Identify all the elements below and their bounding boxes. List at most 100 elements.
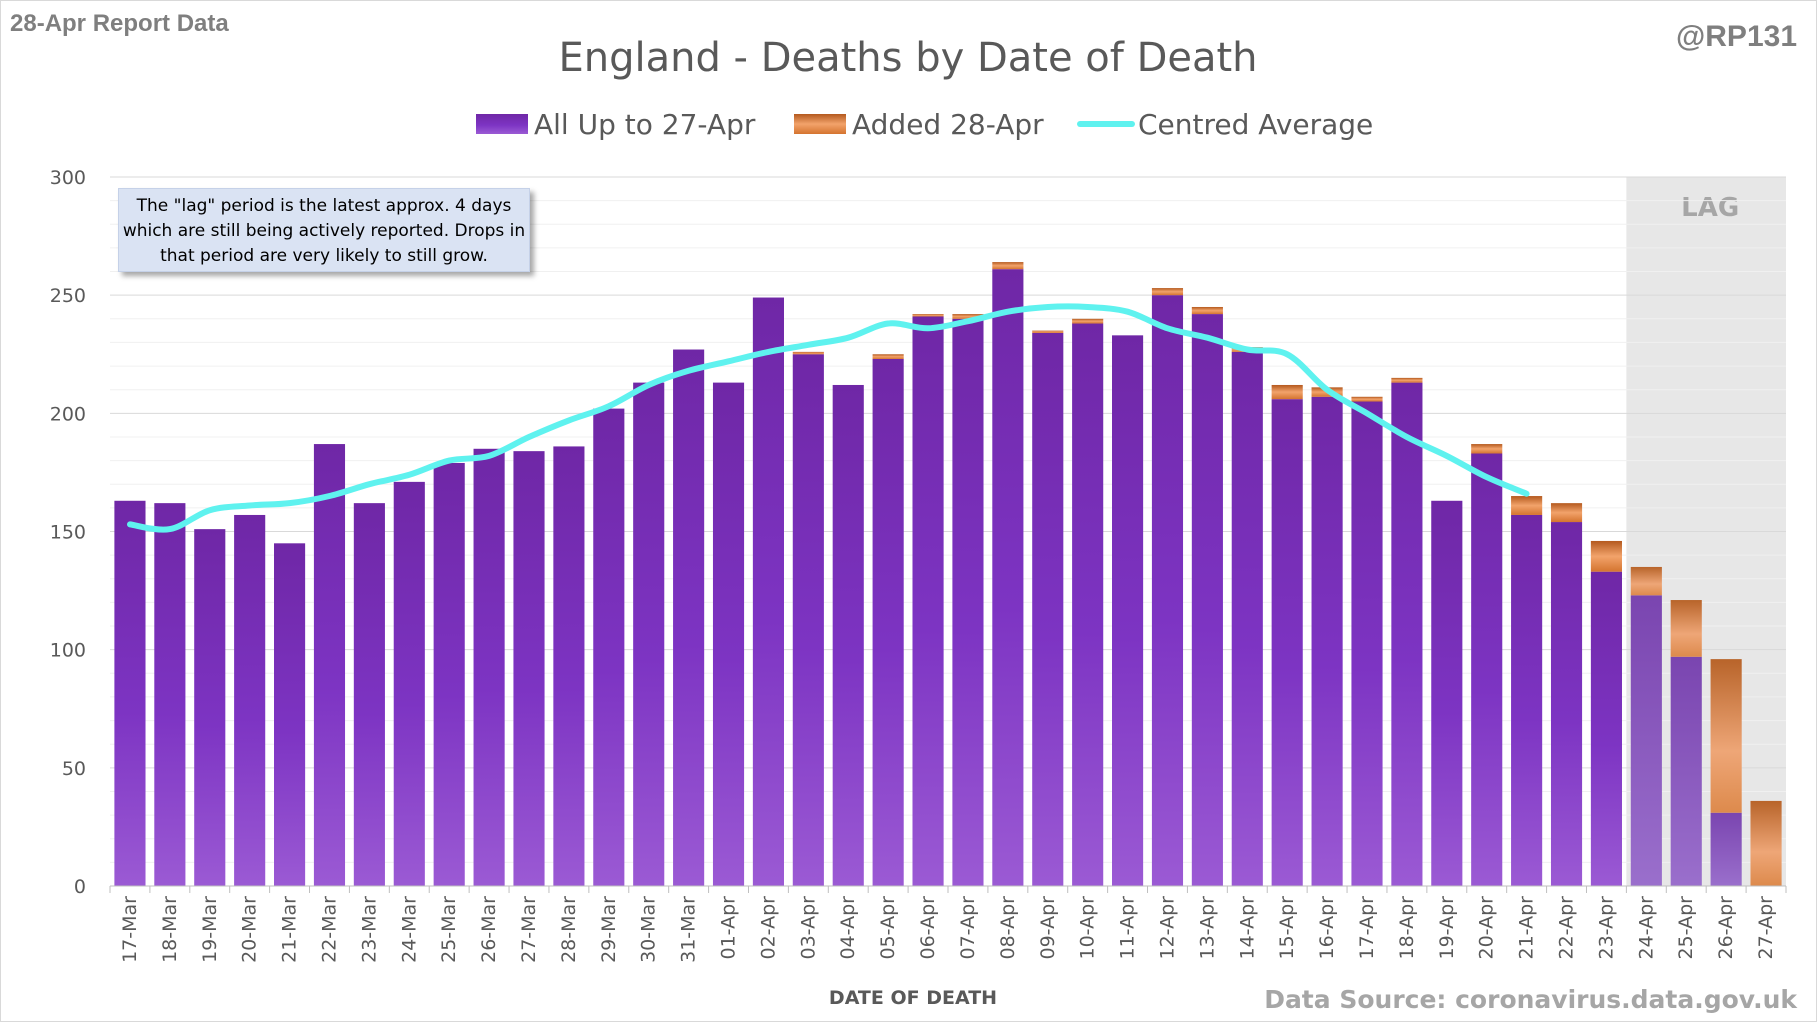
x-tick-label: 17-Apr — [1356, 896, 1378, 960]
bar-added-05-Apr — [872, 354, 904, 359]
legend-swatch-added — [794, 114, 846, 134]
y-tick-label: 50 — [62, 758, 86, 780]
bar-all-12-Apr — [1151, 295, 1184, 887]
bar-all-18-Mar — [154, 503, 186, 886]
bar-all-01-Apr — [712, 382, 745, 886]
x-tick-label: 02-Apr — [757, 896, 779, 960]
bar-all-08-Apr — [992, 269, 1024, 886]
x-tick-label: 31-Mar — [678, 896, 700, 963]
bar-added-08-Apr — [992, 262, 1024, 270]
bar-all-23-Mar — [353, 503, 385, 886]
x-tick-label: 15-Apr — [1276, 896, 1298, 960]
bar-all-24-Mar — [393, 481, 425, 886]
x-tick-label: 24-Apr — [1635, 896, 1657, 960]
bar-all-21-Apr — [1511, 514, 1543, 886]
x-tick-label: 20-Mar — [239, 896, 261, 963]
bar-added-22-Apr — [1550, 503, 1583, 523]
x-tick-label: 26-Mar — [478, 896, 500, 963]
bar-added-10-Apr — [1072, 318, 1104, 324]
report-label: 28-Apr Report Data — [10, 10, 229, 37]
x-tick-label: 18-Apr — [1396, 896, 1418, 960]
bar-all-06-Apr — [912, 316, 944, 887]
x-tick-label: 04-Apr — [837, 896, 859, 960]
bar-added-12-Apr — [1151, 288, 1184, 296]
legend-label-added: Added 28-Apr — [852, 108, 1044, 141]
source-label: Data Source: coronavirus.data.gov.uk — [1264, 985, 1798, 1014]
bar-added-13-Apr — [1191, 306, 1223, 315]
y-tick-label: 0 — [74, 876, 86, 898]
bar-added-18-Apr — [1391, 377, 1423, 383]
centred-average-line — [127, 303, 1530, 533]
bar-added-17-Apr — [1351, 396, 1383, 402]
x-tick-label: 23-Apr — [1595, 896, 1617, 960]
bar-all-20-Apr — [1471, 453, 1503, 886]
x-tick-label: 10-Apr — [1077, 896, 1099, 960]
bar-all-26-Apr — [1710, 812, 1742, 886]
bar-all-11-Apr — [1112, 335, 1144, 886]
bar-added-24-Apr — [1630, 566, 1662, 596]
bar-all-23-Apr — [1590, 571, 1622, 886]
x-tick-label: 03-Apr — [797, 896, 819, 960]
x-tick-label: 25-Apr — [1675, 896, 1697, 960]
bar-all-28-Mar — [553, 446, 585, 886]
bar-all-29-Mar — [593, 408, 625, 886]
x-tick-label: 14-Apr — [1236, 896, 1258, 960]
x-tick-label: 12-Apr — [1156, 896, 1178, 960]
bar-all-27-Mar — [513, 451, 545, 886]
legend-label-all: All Up to 27-Apr — [534, 108, 756, 141]
bar-added-21-Apr — [1511, 496, 1543, 515]
legend: All Up to 27-Apr Added 28-Apr Centred Av… — [476, 108, 1373, 141]
lag-note-box: The "lag" period is the latest approx. 4… — [118, 188, 530, 272]
legend-swatch-all — [476, 114, 528, 134]
bar-all-13-Apr — [1191, 314, 1223, 886]
x-tick-label: 06-Apr — [917, 896, 939, 960]
y-tick-label: 300 — [50, 167, 86, 189]
bar-all-22-Mar — [313, 444, 346, 886]
x-tick-label: 05-Apr — [877, 896, 899, 960]
bar-all-20-Mar — [234, 514, 266, 886]
chart-title: England - Deaths by Date of Death — [558, 35, 1257, 81]
bar-added-15-Apr — [1271, 384, 1303, 400]
bar-added-09-Apr — [1032, 330, 1064, 333]
y-tick-label: 100 — [50, 640, 86, 662]
x-tick-label: 25-Mar — [438, 896, 460, 963]
x-tick-label: 22-Mar — [318, 896, 340, 963]
x-tick-label: 27-Mar — [518, 896, 540, 963]
bar-added-27-Apr — [1750, 800, 1782, 886]
x-tick-label: 28-Mar — [558, 896, 580, 963]
bar-added-25-Apr — [1670, 600, 1702, 657]
x-tick-label: 21-Mar — [279, 896, 301, 963]
bar-all-17-Apr — [1351, 401, 1383, 886]
x-tick-label: 30-Mar — [638, 896, 660, 963]
bar-all-22-Apr — [1550, 522, 1583, 886]
bar-all-03-Apr — [792, 354, 824, 886]
bar-all-14-Apr — [1231, 351, 1263, 886]
x-tick-label: 01-Apr — [718, 896, 740, 960]
bar-all-24-Apr — [1630, 595, 1662, 886]
bar-added-23-Apr — [1590, 540, 1622, 572]
bar-added-26-Apr — [1710, 659, 1742, 813]
x-tick-label: 18-Mar — [159, 896, 181, 963]
x-tick-label: 19-Mar — [199, 896, 221, 963]
bar-all-10-Apr — [1072, 323, 1104, 886]
x-tick-label: 26-Apr — [1715, 896, 1737, 960]
x-tick-label: 27-Apr — [1755, 896, 1777, 960]
bar-all-19-Mar — [194, 529, 226, 886]
bar-added-20-Apr — [1471, 444, 1503, 454]
y-tick-label: 200 — [50, 403, 86, 425]
x-axis-title: DATE OF DEATH — [829, 987, 997, 1009]
x-tick-label: 16-Apr — [1316, 896, 1338, 960]
x-tick-label: 08-Apr — [997, 896, 1019, 960]
bar-all-30-Mar — [633, 382, 665, 886]
x-tick-label: 13-Apr — [1196, 896, 1218, 960]
x-tick-label: 29-Mar — [598, 896, 620, 963]
legend-label-average: Centred Average — [1138, 108, 1373, 141]
bar-all-05-Apr — [872, 358, 904, 886]
bar-all-17-Mar — [114, 500, 146, 886]
bar-all-25-Apr — [1670, 656, 1702, 886]
lag-label: LAG — [1681, 193, 1739, 223]
x-tick-label: 07-Apr — [957, 896, 979, 960]
